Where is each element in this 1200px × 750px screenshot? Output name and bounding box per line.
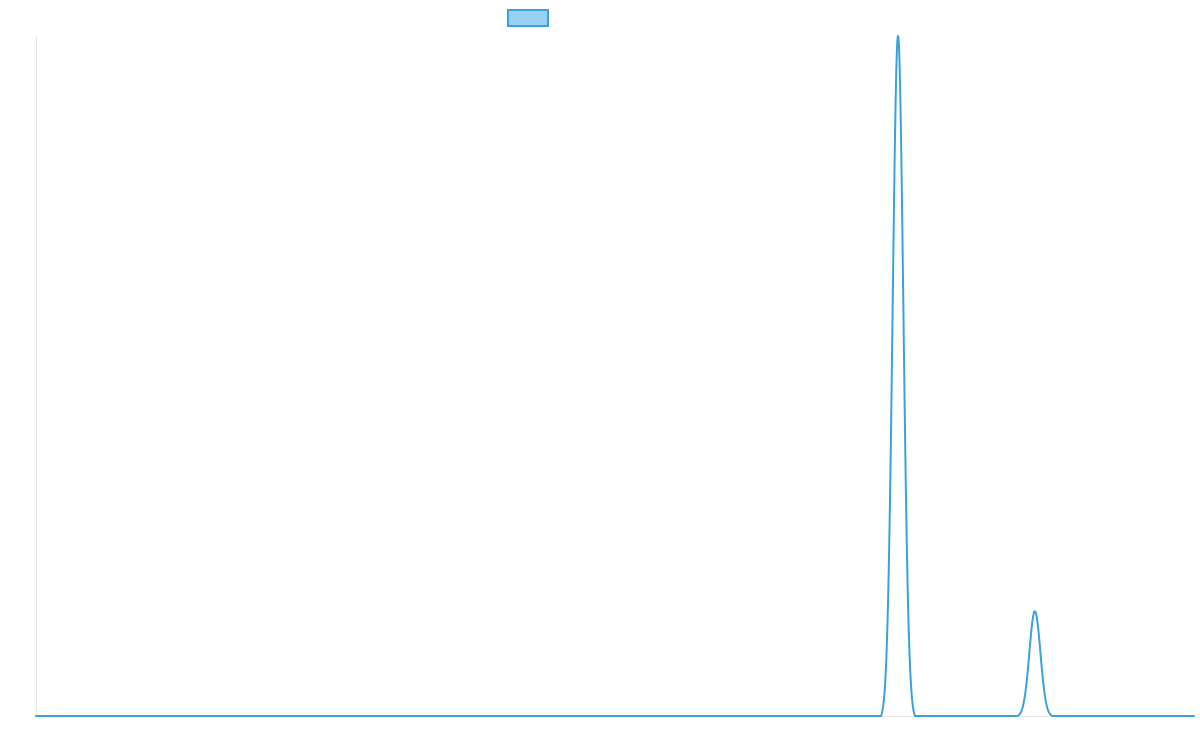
series-group — [35, 35, 1195, 717]
legend — [507, 9, 549, 27]
legend-swatch[interactable] — [507, 9, 549, 27]
series-line-0[interactable] — [35, 35, 1195, 717]
